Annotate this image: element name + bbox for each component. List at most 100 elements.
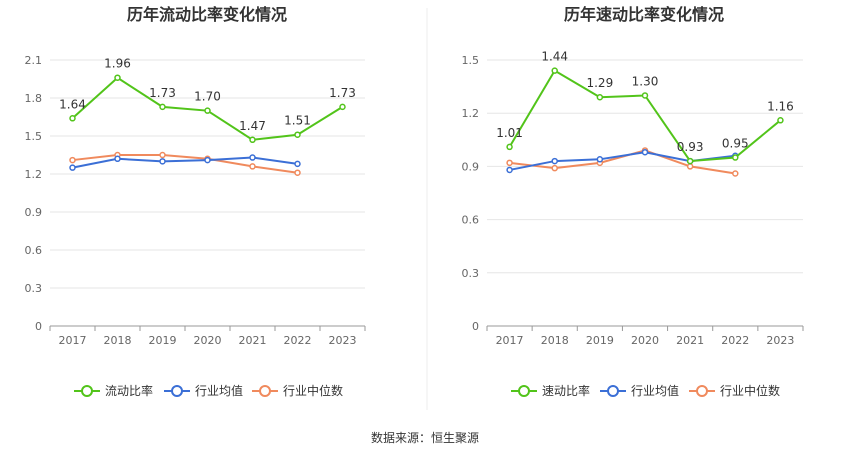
- data-point[interactable]: [506, 166, 513, 174]
- data-point[interactable]: [339, 103, 346, 111]
- legend-label: 速动比率: [542, 383, 590, 398]
- data-point[interactable]: [686, 163, 694, 170]
- data-point[interactable]: [551, 157, 558, 165]
- legend-marker-icon: [518, 385, 530, 397]
- legend-label: 行业均值: [195, 383, 243, 398]
- data-point[interactable]: [159, 158, 166, 165]
- quick-ratio-chart: 历年速动比率变化情况 0 0.3 0.6 0.9 1.2 1.5 2017 2018 2019 20…: [462, 5, 804, 398]
- y-tick-label: 1.2: [462, 107, 480, 120]
- y-tick-label: 1.2: [25, 168, 43, 181]
- y-tick-label: 0: [472, 320, 479, 333]
- data-point[interactable]: [596, 93, 604, 101]
- y-tick-label: 0.9: [462, 160, 480, 173]
- x-tick-label: 2021: [676, 334, 704, 347]
- data-label: 1.47: [239, 119, 266, 133]
- data-label: 1.70: [194, 90, 221, 104]
- legend-label: 行业中位数: [720, 383, 780, 398]
- data-point[interactable]: [551, 164, 558, 172]
- data-point[interactable]: [159, 103, 166, 111]
- data-point[interactable]: [294, 131, 301, 138]
- x-tick-label: 2022: [721, 334, 749, 347]
- data-point[interactable]: [732, 154, 739, 161]
- data-point[interactable]: [114, 74, 121, 81]
- y-tick-label: 0.3: [462, 267, 480, 280]
- data-point[interactable]: [506, 159, 513, 167]
- x-tick-label: 2017: [496, 334, 524, 347]
- x-tick-label: 2021: [239, 334, 267, 347]
- legend-marker-icon: [81, 385, 93, 397]
- y-tick-label: 0: [35, 320, 42, 333]
- data-point[interactable]: [159, 151, 166, 159]
- x-tick-label: 2017: [59, 334, 87, 347]
- data-label: 1.30: [632, 74, 659, 88]
- x-tick-label: 2018: [104, 334, 132, 347]
- data-point[interactable]: [69, 115, 76, 122]
- data-point[interactable]: [249, 136, 256, 144]
- series-line: [72, 156, 298, 169]
- chart-title: 历年速动比率变化情况: [564, 5, 724, 24]
- legend-item[interactable]: 行业中位数: [252, 383, 343, 398]
- y-tick-label: 1.5: [462, 54, 480, 67]
- y-tick-label: 1.5: [25, 130, 43, 143]
- source-note: 数据来源：恒生聚源: [371, 430, 479, 445]
- data-point[interactable]: [294, 160, 301, 168]
- data-label: 1.29: [586, 76, 613, 90]
- x-tick-label: 2022: [284, 334, 312, 347]
- chart-title: 历年流动比率变化情况: [127, 5, 287, 24]
- legend-label: 行业均值: [631, 383, 679, 398]
- data-point[interactable]: [641, 92, 649, 99]
- data-point[interactable]: [551, 67, 558, 74]
- data-point[interactable]: [114, 155, 121, 163]
- legend-item[interactable]: 行业均值: [600, 383, 679, 398]
- current-ratio-chart: 历年流动比率变化情况 0 0.3 0.6 0.9 1.2 1.5 1.8 2.1 2017 2018…: [25, 5, 366, 398]
- series-line: [72, 154, 298, 174]
- data-label: 1.16: [767, 99, 794, 113]
- legend-item[interactable]: 行业中位数: [689, 383, 780, 398]
- data-point[interactable]: [294, 169, 301, 176]
- data-label: 1.73: [149, 86, 176, 100]
- data-point[interactable]: [777, 117, 784, 124]
- data-point[interactable]: [732, 170, 739, 177]
- y-tick-label: 1.8: [25, 92, 43, 105]
- y-tick-label: 2.1: [25, 54, 43, 67]
- data-point[interactable]: [249, 163, 256, 170]
- data-label: 0.95: [722, 137, 749, 151]
- legend-marker-icon: [259, 385, 271, 397]
- legend-label: 流动比率: [105, 383, 153, 398]
- data-label: 0.93: [677, 140, 704, 154]
- x-tick-label: 2019: [586, 334, 614, 347]
- data-point[interactable]: [506, 143, 513, 151]
- data-point[interactable]: [204, 107, 211, 114]
- data-point[interactable]: [69, 156, 76, 164]
- x-tick-label: 2020: [631, 334, 659, 347]
- y-tick-label: 0.3: [25, 282, 43, 295]
- data-point[interactable]: [249, 154, 256, 161]
- data-label: 1.51: [284, 114, 311, 128]
- data-point[interactable]: [596, 156, 604, 163]
- legend-item[interactable]: 流动比率: [74, 383, 153, 398]
- y-tick-label: 0.6: [462, 214, 480, 227]
- data-point[interactable]: [641, 148, 649, 156]
- data-label: 1.44: [541, 50, 568, 64]
- x-tick-label: 2023: [766, 334, 794, 347]
- x-tick-label: 2018: [541, 334, 569, 347]
- legend-marker-icon: [171, 385, 183, 397]
- legend-item[interactable]: 速动比率: [511, 383, 590, 398]
- legend-marker-icon: [607, 385, 619, 397]
- data-label: 1.64: [59, 97, 86, 111]
- y-tick-label: 0.6: [25, 244, 43, 257]
- y-tick-label: 0.9: [25, 206, 43, 219]
- data-label: 1.96: [104, 57, 131, 71]
- x-tick-label: 2023: [329, 334, 357, 347]
- data-point[interactable]: [686, 157, 694, 165]
- data-point[interactable]: [204, 156, 211, 164]
- data-point[interactable]: [69, 164, 76, 171]
- data-label: 1.01: [496, 126, 523, 140]
- x-tick-label: 2020: [194, 334, 222, 347]
- x-tick-label: 2019: [149, 334, 177, 347]
- legend-label: 行业中位数: [283, 383, 343, 398]
- legend-marker-icon: [696, 385, 708, 397]
- legend-item[interactable]: 行业均值: [164, 383, 243, 398]
- data-label: 1.73: [329, 86, 356, 100]
